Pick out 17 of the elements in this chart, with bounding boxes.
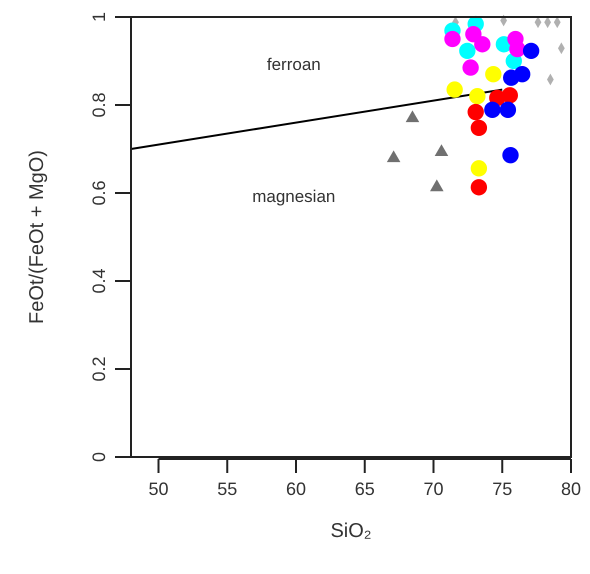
y-tick-label: 1 xyxy=(89,12,109,22)
y-axis-title: FeOt/(FeOt + MgO) xyxy=(26,150,48,324)
x-tick-label: 70 xyxy=(423,479,444,499)
x-tick-label: 80 xyxy=(560,479,582,499)
y-tick-label: 0.4 xyxy=(89,268,109,294)
annotation: ferroan xyxy=(266,54,321,74)
x-tick-label: 60 xyxy=(286,479,306,499)
y-tick-label: 0.6 xyxy=(89,180,109,206)
x-tick-label: 65 xyxy=(354,479,375,499)
annotation: magnesian xyxy=(252,186,336,206)
x-tick-label: 75 xyxy=(492,479,512,499)
y-tick-label: 0 xyxy=(89,452,109,462)
x-tick-label: 50 xyxy=(148,479,169,499)
x-axis-title: SiO₂ xyxy=(330,520,372,542)
y-tick-label: 0.2 xyxy=(89,356,109,382)
y-tick-label: 0.8 xyxy=(89,92,109,118)
x-tick-label: 55 xyxy=(217,479,238,499)
